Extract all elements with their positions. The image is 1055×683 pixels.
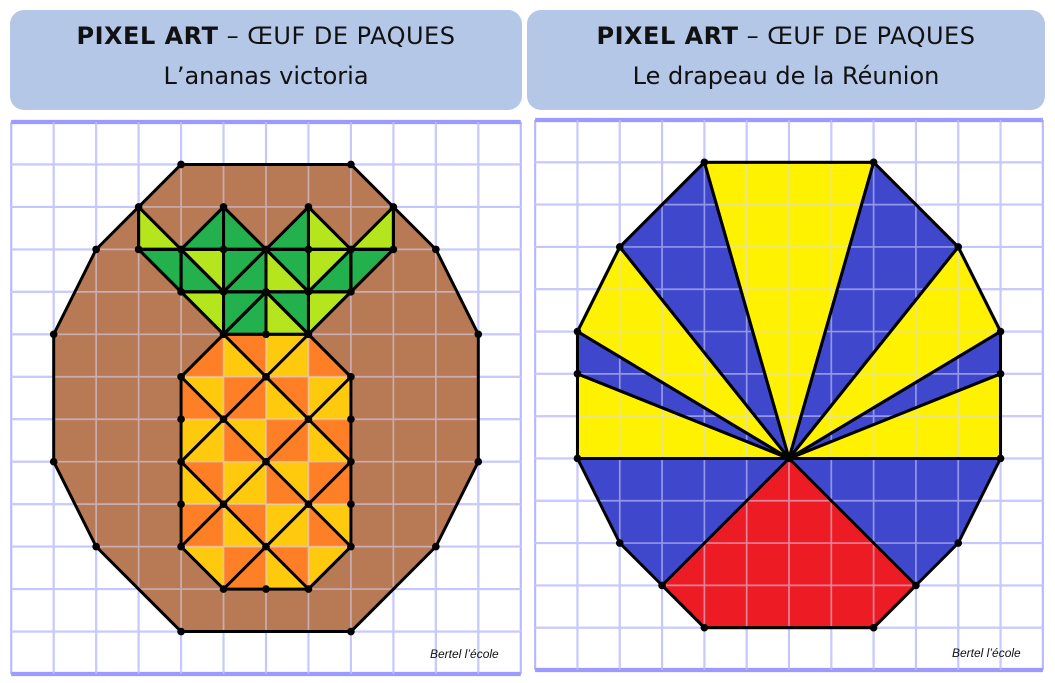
vertex-dot xyxy=(996,454,1005,463)
vertex-dot xyxy=(304,585,313,593)
vertex-dot xyxy=(474,330,483,339)
vertex-dot xyxy=(347,160,355,169)
vertex-dot xyxy=(177,542,185,551)
title-strong: PIXEL ART xyxy=(76,22,219,50)
vertex-dot xyxy=(177,415,185,424)
vertex-dot xyxy=(92,542,100,551)
diagonal-line xyxy=(222,334,351,463)
vertex-dot xyxy=(432,245,440,254)
worksheet-title: PIXEL ART – ŒUF DE PAQUES xyxy=(10,22,522,50)
vertex-dot xyxy=(347,415,355,424)
vertex-dot xyxy=(134,203,143,211)
vertex-dot xyxy=(92,245,100,254)
header-pineapple: PIXEL ART – ŒUF DE PAQUES L’ananas victo… xyxy=(10,10,522,110)
vertex-dot xyxy=(615,539,624,547)
diagonal-line xyxy=(181,334,310,463)
worksheet-title: PIXEL ART – ŒUF DE PAQUES xyxy=(527,22,1045,50)
vertex-dot xyxy=(573,454,582,463)
vertex-dot xyxy=(177,160,185,169)
vertex-dot xyxy=(304,245,313,254)
vertex-dot xyxy=(219,415,228,424)
reunion-flag-drawing xyxy=(534,117,1044,673)
vertex-dot xyxy=(347,500,355,508)
vertex-dot xyxy=(996,327,1005,336)
vertex-dot xyxy=(304,500,313,508)
vertex-dot xyxy=(49,457,58,466)
vertex-dot xyxy=(304,288,313,296)
vertex-dot xyxy=(347,372,355,381)
vertex-dot xyxy=(432,542,440,551)
vertex-dot xyxy=(474,457,483,466)
vertex-dot xyxy=(304,203,313,211)
vertex-dot xyxy=(219,330,228,339)
ray-triangle xyxy=(577,246,789,459)
leaf-outline xyxy=(306,290,353,336)
vertex-dot xyxy=(134,245,143,254)
credit-left: Bertel l’école xyxy=(430,647,499,661)
vertex-dot xyxy=(304,330,313,339)
subtitle-reunion-flag: Le drapeau de la Réunion xyxy=(632,62,940,90)
vertex-dot xyxy=(869,158,878,167)
vertex-dot xyxy=(177,288,185,296)
vertex-dot xyxy=(869,623,878,632)
ray-triangle xyxy=(789,246,1001,459)
vertex-dot xyxy=(262,245,270,254)
vertex-dot xyxy=(347,245,355,254)
vertex-dot xyxy=(219,203,228,211)
vertex-dot xyxy=(219,585,228,593)
vertex-dot xyxy=(954,539,963,547)
leaf-outline xyxy=(349,247,395,294)
vertex-dot xyxy=(262,330,270,339)
vertex-dot xyxy=(573,327,582,336)
vertex-dot xyxy=(954,243,963,251)
title-strong: PIXEL ART xyxy=(596,22,739,50)
credit-right: Bertel l’école xyxy=(952,646,1021,660)
diagonal-line xyxy=(222,460,351,590)
header-reunion-flag: PIXEL ART – ŒUF DE PAQUES Le drapeau de … xyxy=(527,10,1045,110)
vertex-dot xyxy=(177,372,185,381)
vertex-dot xyxy=(389,203,398,211)
vertex-dot xyxy=(177,245,185,254)
vertex-dot xyxy=(219,245,228,254)
vertex-dot xyxy=(177,457,185,466)
reunion-flag-grid xyxy=(534,117,1044,673)
grid-overlay xyxy=(535,120,1043,670)
vertex-dot xyxy=(262,372,270,381)
subtitle-pineapple: L’ananas victoria xyxy=(163,62,369,90)
body-triangle xyxy=(266,546,309,590)
title-rest: – ŒUF DE PAQUES xyxy=(738,22,976,50)
leaf-outline xyxy=(264,290,310,336)
vertex-dot xyxy=(347,288,355,296)
vertex-dot xyxy=(700,158,709,167)
vertex-dot xyxy=(658,581,666,590)
vertex-dot xyxy=(219,288,228,296)
vertex-dot xyxy=(347,542,355,551)
pineapple-grid xyxy=(10,119,522,677)
vertex-dot xyxy=(912,581,920,590)
vertex-dot xyxy=(700,623,709,632)
vertex-dot xyxy=(304,415,313,424)
vertex-dot xyxy=(262,542,270,551)
vertex-dot xyxy=(219,500,228,508)
vertex-dot xyxy=(262,585,270,593)
vertex-dot xyxy=(177,627,185,636)
vertex-dot xyxy=(996,370,1005,378)
vertex-dot xyxy=(347,627,355,636)
vertex-dot xyxy=(177,500,185,508)
body-triangle xyxy=(223,546,266,590)
vertex-dot xyxy=(262,288,270,296)
vertex-dot xyxy=(785,454,793,463)
vertex-dot xyxy=(49,330,58,339)
diagonal-line xyxy=(181,460,310,590)
vertex-dot xyxy=(389,245,398,254)
vertex-dot xyxy=(615,243,624,251)
pineapple-drawing xyxy=(10,119,522,677)
vertex-dot xyxy=(262,457,270,466)
vertex-dot xyxy=(573,370,582,378)
vertex-dot xyxy=(347,457,355,466)
title-rest: – ŒUF DE PAQUES xyxy=(218,22,456,50)
